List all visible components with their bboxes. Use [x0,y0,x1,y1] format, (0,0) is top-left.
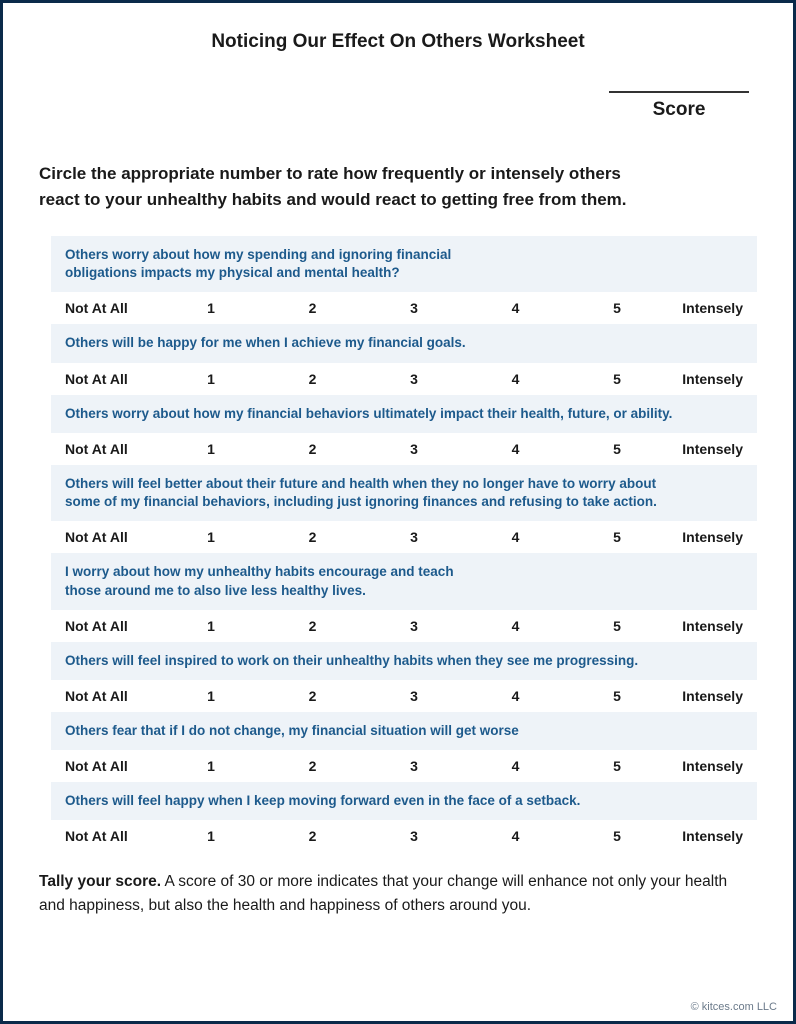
scale-number[interactable]: 2 [293,618,333,634]
scale-number[interactable]: 5 [597,828,637,844]
question-header: Others will feel inspired to work on the… [51,642,757,680]
scale-row: Not At All 1 2 3 4 5 Intensely [51,363,757,395]
questions-list: Others worry about how my spending and i… [51,236,757,852]
scale-label-left: Not At All [65,300,185,316]
scale-number[interactable]: 5 [597,618,637,634]
scale-number[interactable]: 5 [597,688,637,704]
scale-number[interactable]: 5 [597,300,637,316]
scale-number[interactable]: 2 [293,441,333,457]
scale-numbers: 1 2 3 4 5 [185,828,643,844]
scale-label-right: Intensely [643,529,743,545]
scale-number[interactable]: 1 [191,828,231,844]
scale-number[interactable]: 3 [394,618,434,634]
scale-label-right: Intensely [643,300,743,316]
scale-label-left: Not At All [65,688,185,704]
scale-numbers: 1 2 3 4 5 [185,758,643,774]
scale-number[interactable]: 5 [597,758,637,774]
scale-label-right: Intensely [643,688,743,704]
scale-number[interactable]: 4 [496,688,536,704]
scale-row: Not At All 1 2 3 4 5 Intensely [51,521,757,553]
instructions: Circle the appropriate number to rate ho… [39,161,757,212]
scale-number[interactable]: 1 [191,529,231,545]
scale-number[interactable]: 4 [496,441,536,457]
scale-number[interactable]: 4 [496,828,536,844]
copyright: © kitces.com LLC [691,1001,777,1013]
scale-numbers: 1 2 3 4 5 [185,529,643,545]
worksheet-page: Noticing Our Effect On Others Worksheet … [0,0,796,1024]
question-header: I worry about how my unhealthy habits en… [51,553,757,609]
scale-numbers: 1 2 3 4 5 [185,441,643,457]
scale-number[interactable]: 5 [597,371,637,387]
question-header: Others will feel happy when I keep movin… [51,782,757,820]
tally-bold: Tally your score. [39,873,161,890]
question-header: Others will feel better about their futu… [51,465,757,521]
scale-row: Not At All 1 2 3 4 5 Intensely [51,680,757,712]
scale-number[interactable]: 1 [191,688,231,704]
scale-number[interactable]: 3 [394,529,434,545]
scale-label-right: Intensely [643,758,743,774]
scale-number[interactable]: 1 [191,371,231,387]
scale-number[interactable]: 4 [496,371,536,387]
scale-number[interactable]: 2 [293,758,333,774]
scale-row: Not At All 1 2 3 4 5 Intensely [51,292,757,324]
scale-numbers: 1 2 3 4 5 [185,371,643,387]
scale-number[interactable]: 3 [394,758,434,774]
question-header: Others worry about how my spending and i… [51,236,757,292]
scale-label-right: Intensely [643,371,743,387]
page-title: Noticing Our Effect On Others Worksheet [39,31,757,53]
scale-row: Not At All 1 2 3 4 5 Intensely [51,610,757,642]
scale-label-left: Not At All [65,371,185,387]
scale-row: Not At All 1 2 3 4 5 Intensely [51,750,757,782]
question-header: Others will be happy for me when I achie… [51,324,757,362]
scale-number[interactable]: 1 [191,618,231,634]
scale-number[interactable]: 2 [293,688,333,704]
scale-number[interactable]: 1 [191,441,231,457]
scale-number[interactable]: 4 [496,758,536,774]
scale-number[interactable]: 2 [293,300,333,316]
question-header: Others fear that if I do not change, my … [51,712,757,750]
scale-label-left: Not At All [65,441,185,457]
scale-label-left: Not At All [65,618,185,634]
scale-row: Not At All 1 2 3 4 5 Intensely [51,433,757,465]
score-entry-line[interactable] [609,75,749,93]
scale-number[interactable]: 5 [597,441,637,457]
scale-number[interactable]: 4 [496,300,536,316]
tally-text: Tally your score. A score of 30 or more … [39,870,757,918]
instructions-line1: Circle the appropriate number to rate ho… [39,161,757,187]
scale-label-left: Not At All [65,758,185,774]
score-block: Score [609,75,749,121]
scale-number[interactable]: 3 [394,371,434,387]
instructions-line2: react to your unhealthy habits and would… [39,187,757,213]
scale-label-right: Intensely [643,618,743,634]
scale-row: Not At All 1 2 3 4 5 Intensely [51,820,757,852]
scale-numbers: 1 2 3 4 5 [185,688,643,704]
scale-number[interactable]: 2 [293,828,333,844]
scale-label-left: Not At All [65,828,185,844]
scale-number[interactable]: 4 [496,529,536,545]
scale-label-right: Intensely [643,828,743,844]
scale-number[interactable]: 5 [597,529,637,545]
scale-number[interactable]: 3 [394,688,434,704]
scale-number[interactable]: 3 [394,441,434,457]
scale-number[interactable]: 3 [394,828,434,844]
scale-number[interactable]: 1 [191,758,231,774]
scale-number[interactable]: 4 [496,618,536,634]
scale-numbers: 1 2 3 4 5 [185,300,643,316]
scale-number[interactable]: 2 [293,371,333,387]
scale-label-right: Intensely [643,441,743,457]
score-label: Score [609,99,749,121]
scale-numbers: 1 2 3 4 5 [185,618,643,634]
scale-number[interactable]: 2 [293,529,333,545]
scale-number[interactable]: 3 [394,300,434,316]
scale-number[interactable]: 1 [191,300,231,316]
scale-label-left: Not At All [65,529,185,545]
question-header: Others worry about how my financial beha… [51,395,757,433]
